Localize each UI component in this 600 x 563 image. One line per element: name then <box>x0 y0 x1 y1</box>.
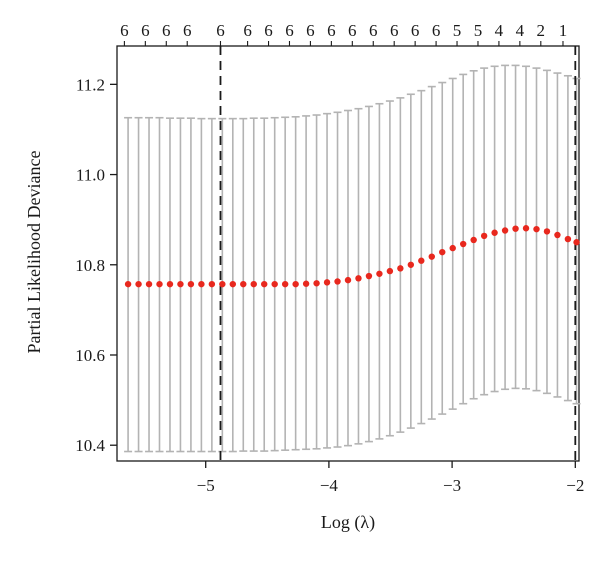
top-axis-label: 6 <box>120 21 129 40</box>
data-point <box>229 280 237 288</box>
top-axis-label: 6 <box>348 21 357 40</box>
data-point <box>418 257 425 264</box>
top-axis-label: 6 <box>243 21 252 40</box>
data-point <box>365 272 373 280</box>
top-axis-label: 6 <box>432 21 441 40</box>
data-point <box>386 267 394 275</box>
top-axis-label: 6 <box>306 21 315 40</box>
y-tick-label: 11.2 <box>76 75 105 94</box>
top-axis-label: 6 <box>141 21 150 40</box>
top-axis-label: 6 <box>162 21 171 40</box>
data-point <box>240 280 247 288</box>
top-axis-label: 6 <box>216 21 225 40</box>
y-tick-label: 11.0 <box>76 166 105 185</box>
data-point <box>344 276 352 284</box>
data-point <box>250 280 257 288</box>
data-point <box>355 275 362 282</box>
data-point <box>564 235 572 243</box>
top-axis-label: 6 <box>285 21 294 40</box>
data-point <box>376 270 383 277</box>
data-point <box>124 280 132 288</box>
data-point <box>187 280 195 288</box>
data-point <box>261 280 268 288</box>
data-point <box>198 280 205 288</box>
data-point <box>302 280 310 287</box>
x-axis-title: Log (λ) <box>321 512 375 533</box>
data-point <box>397 265 404 272</box>
data-point <box>512 225 519 232</box>
data-point <box>501 227 509 234</box>
top-axis-label: 5 <box>453 21 462 40</box>
x-tick-label: −2 <box>566 476 584 495</box>
data-point <box>491 229 498 236</box>
x-tick-label: −4 <box>320 476 339 495</box>
data-point <box>156 280 163 288</box>
plot-area: −5 −4 −3 −210.410.610.811.011.26 6 6 6 6 6 6 6 6 6 6 6… <box>75 21 584 495</box>
data-point <box>145 280 153 288</box>
data-point <box>166 280 174 288</box>
data-point <box>219 280 226 288</box>
data-point <box>480 232 488 240</box>
top-axis-label: 6 <box>390 21 399 40</box>
data-point <box>323 279 331 286</box>
data-point <box>208 280 216 288</box>
top-axis-label: 2 <box>537 21 546 40</box>
data-point <box>271 280 278 288</box>
data-point <box>292 280 299 288</box>
top-axis-label: 6 <box>369 21 378 40</box>
top-axis-label: 6 <box>183 21 192 40</box>
data-point <box>407 261 415 268</box>
plot-frame <box>116 45 580 462</box>
y-tick-label: 10.4 <box>75 436 105 455</box>
data-point <box>135 280 142 288</box>
data-point <box>449 244 456 252</box>
data-point <box>554 231 561 239</box>
top-axis-label: 6 <box>411 21 420 40</box>
y-tick-label: 10.8 <box>75 256 105 275</box>
data-point <box>313 280 320 287</box>
data-point <box>470 236 477 244</box>
top-axis-label: 6 <box>264 21 273 40</box>
data-point <box>177 280 184 288</box>
data-point <box>428 253 435 260</box>
x-tick-label: −3 <box>443 476 461 495</box>
data-point <box>522 225 530 232</box>
data-point <box>334 278 341 285</box>
data-point <box>459 240 467 248</box>
y-tick-label: 10.6 <box>75 346 105 365</box>
top-axis-label: 4 <box>495 21 504 40</box>
top-axis-label: 5 <box>474 21 483 40</box>
top-axis-label: 4 <box>516 21 525 40</box>
y-axis-title: Partial Likelihood Deviance <box>24 151 44 354</box>
top-axis-label: 1 <box>559 21 568 40</box>
x-tick-label: −5 <box>197 476 215 495</box>
data-point <box>573 239 580 246</box>
data-point <box>543 228 551 235</box>
data-point <box>281 280 289 288</box>
data-point <box>439 248 446 256</box>
data-point <box>533 225 540 233</box>
top-axis-label: 6 <box>327 21 336 40</box>
